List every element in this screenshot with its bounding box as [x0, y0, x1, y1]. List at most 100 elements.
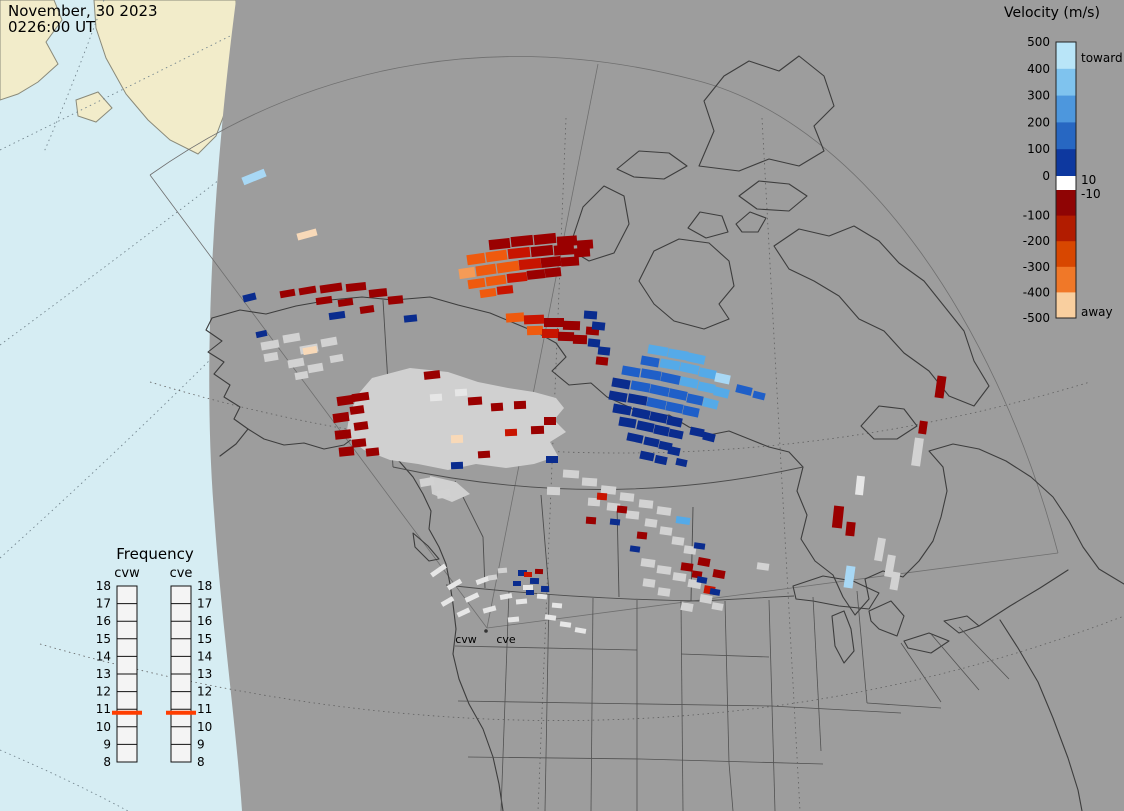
legend-band-toward: [1056, 95, 1076, 123]
us-state-borders: [454, 590, 1010, 811]
velocity-cell: [845, 521, 856, 537]
velocity-cell: [488, 237, 511, 251]
velocity-cell: [636, 420, 655, 433]
velocity-cell: [713, 386, 730, 399]
coastlines: [205, 55, 1124, 811]
velocity-cell: [562, 320, 581, 331]
velocity-cell: [429, 393, 443, 402]
velocity-cell: [668, 428, 684, 440]
velocity-cell: [403, 314, 418, 323]
velocity-cell: [649, 411, 668, 424]
threshold-neg-label: -10: [1081, 187, 1101, 201]
velocity-cell: [611, 377, 631, 390]
velocity-cell: [546, 456, 558, 463]
velocity-cell: [618, 416, 637, 429]
frequency-scale-label: 8: [197, 755, 205, 769]
velocity-cell: [329, 353, 344, 364]
devon-island: [738, 180, 808, 212]
header: November, 30 2023 0226:00 UT: [8, 2, 158, 36]
frequency-scale-label: 10: [96, 720, 111, 734]
velocity-cell: [353, 421, 369, 431]
velocity-cell: [544, 417, 556, 425]
velocity-cell: [659, 358, 681, 371]
velocity-cell: [477, 450, 491, 459]
velocity-cell: [551, 602, 563, 609]
velocity-cell: [336, 394, 354, 407]
siberia-landmass-east: [93, 0, 237, 155]
velocity-cell: [647, 344, 669, 357]
velocity-cell: [556, 235, 578, 247]
legend-tick-label: 300: [1027, 89, 1050, 103]
away-label: away: [1081, 305, 1113, 319]
graticule-line: [0, 337, 233, 559]
velocity-cell: [320, 336, 338, 348]
velocity-cell: [526, 269, 546, 280]
velocity-cell: [260, 339, 280, 351]
frequency-scale-label: 12: [96, 685, 111, 699]
velocity-cell: [540, 255, 562, 269]
legend-tick-label: 200: [1027, 115, 1050, 129]
velocity-cell: [560, 256, 580, 267]
state-border: [457, 700, 772, 707]
velocity-cell: [387, 295, 404, 305]
legend-band-toward: [1056, 149, 1076, 177]
map-graticule: [39, 117, 1124, 811]
coast-alaska-south: [247, 428, 362, 450]
velocity-cell: [627, 393, 648, 406]
somerset-island: [735, 211, 767, 233]
sixtieth-parallel: [392, 466, 804, 490]
threshold-pos-label: 10: [1081, 173, 1096, 187]
legend-tick-label: 400: [1027, 62, 1050, 76]
legend-band-away: [1056, 241, 1076, 268]
velocity-cell: [530, 244, 554, 258]
velocity-cell: [423, 370, 441, 380]
date-label: November, 30 2023: [8, 2, 158, 20]
velocity-cell: [497, 567, 508, 574]
velocity-cell: [587, 497, 601, 507]
velocity-cell: [338, 446, 355, 457]
velocity-cell: [450, 461, 464, 470]
prince-of-wales-island: [687, 211, 729, 239]
velocity-cell: [621, 365, 641, 378]
velocity-cell: [752, 390, 766, 401]
velocity-cell: [675, 516, 691, 525]
velocity-cell: [683, 545, 697, 555]
velocity-cell: [649, 384, 670, 397]
ground-scatter-blob: [346, 368, 566, 470]
velocity-cell: [702, 431, 716, 443]
victoria-island: [638, 238, 735, 330]
velocity-cell: [499, 592, 513, 601]
coast-pacific-west: [360, 431, 504, 811]
state-border: [590, 597, 594, 811]
velocity-cell: [319, 282, 343, 294]
legend-tick-label: 500: [1027, 35, 1050, 49]
velocity-cell: [668, 388, 688, 401]
velocity-cell: [504, 428, 518, 437]
velocity-cell: [600, 485, 617, 495]
lake-michigan: [831, 610, 855, 664]
velocity-cell: [349, 405, 365, 415]
velocity-cell: [553, 244, 575, 256]
radar-fov-lines: [149, 56, 1059, 629]
frequency-scale-label: 8: [103, 755, 111, 769]
lake-superior: [792, 575, 880, 610]
alberta-sask-border: [540, 494, 550, 593]
frequency-scale-label: 16: [197, 614, 212, 628]
velocity-cell: [889, 571, 901, 591]
velocity-cell: [546, 486, 561, 496]
melville-island: [616, 150, 688, 180]
velocity-cell: [523, 314, 545, 325]
state-border: [856, 590, 868, 704]
radar-site-labels: cvw cve: [455, 633, 516, 646]
velocity-cell: [609, 518, 621, 526]
velocity-cell: [334, 429, 352, 440]
frequency-scale-label: 14: [96, 649, 111, 663]
velocity-cell: [831, 505, 845, 529]
velocity-cell: [298, 285, 317, 296]
velocity-cell: [496, 285, 514, 295]
velocity-cell: [667, 445, 681, 457]
banks-island: [568, 185, 630, 262]
velocity-cell: [467, 396, 483, 406]
frequency-ladders: 18 17 16 15 14 13 12 11 10 9 8 18 17 16 15 14 13 12 11 10 9 8: [96, 579, 213, 769]
velocity-cell: [464, 592, 480, 603]
